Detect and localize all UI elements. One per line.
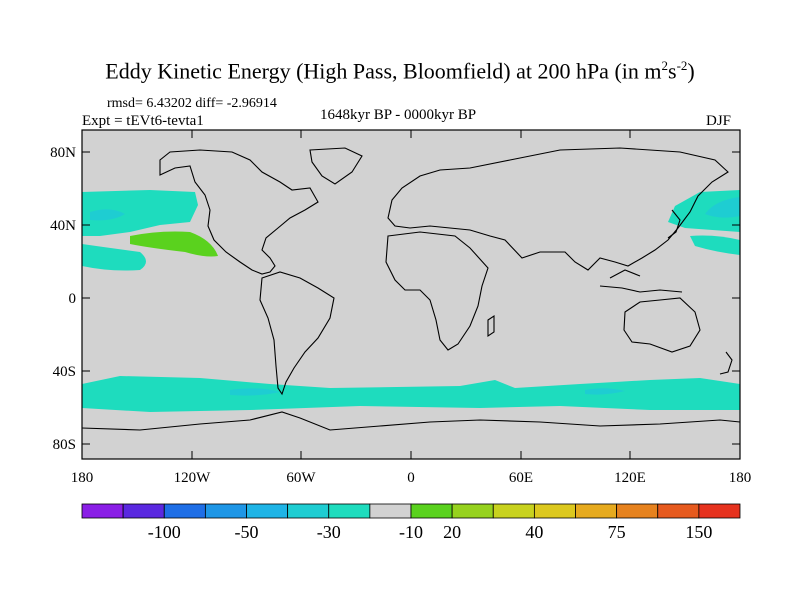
coast-new-zealand [719, 351, 733, 375]
colorbar-label: 150 [685, 522, 712, 542]
coast-japan [667, 209, 681, 239]
north-pacific-band-west [668, 190, 740, 232]
x-label-180e: 180 [729, 470, 752, 486]
coast-australia [623, 297, 701, 353]
experiment-label: Expt = tEVt6-tevta1 [82, 113, 204, 129]
period-label: 1648kyr BP - 0000kyr BP [320, 107, 477, 123]
x-label-60e: 60E [509, 470, 533, 486]
colorbar-box [616, 503, 659, 519]
colorbar-label: 75 [608, 522, 626, 542]
colorbar-box [369, 503, 412, 519]
colorbar-box [122, 503, 165, 519]
west-pacific-lower-band [690, 235, 740, 255]
y-label-80n: 80N [50, 145, 76, 161]
north-pacific-tongue [82, 244, 146, 271]
southern-ocean-core-2 [585, 388, 625, 395]
x-label-120e: 120E [614, 470, 646, 486]
coast-indonesia [599, 269, 683, 293]
coast-greenland [309, 147, 363, 185]
x-label-60w: 60W [286, 470, 316, 486]
colorbar-label: 40 [525, 522, 543, 542]
y-label-40s: 40S [53, 364, 76, 380]
y-label-0: 0 [69, 291, 77, 307]
colorbar-box [533, 503, 576, 519]
stats-text: rmsd= 6.43202 diff= -2.96914 [107, 96, 277, 111]
colorbar-box [246, 503, 289, 519]
colorbar-label: -30 [317, 522, 341, 542]
positive-anomaly-patch [130, 231, 218, 257]
colorbar-box [657, 503, 700, 519]
x-label-180w: 180 [71, 470, 94, 486]
coast-madagascar [487, 314, 495, 338]
coast-antarctica [82, 411, 740, 431]
y-label-40n: 40N [50, 218, 76, 234]
coastlines [82, 147, 740, 431]
season-label: DJF [706, 113, 732, 129]
plot-title: Eddy Kinetic Energy (High Pass, Bloomfie… [105, 58, 695, 84]
southern-ocean-band [82, 376, 740, 412]
coast-south-america [259, 271, 335, 396]
colorbar-label: -50 [235, 522, 259, 542]
colorbar-labels: -100 -50 -30 -10 20 40 75 150 [148, 522, 713, 542]
colorbar-box [81, 503, 124, 519]
coast-north-america [159, 149, 319, 275]
coast-africa [385, 231, 489, 351]
colorbar-box [287, 503, 330, 519]
y-label-80s: 80S [53, 437, 76, 453]
x-label-120w: 120W [174, 470, 212, 486]
colorbar-box [451, 503, 494, 519]
anomaly-fields [82, 190, 740, 412]
north-pacific-core-west [705, 197, 740, 218]
north-pacific-core-east [90, 209, 125, 221]
colorbar-box [492, 503, 535, 519]
colorbar-box [204, 503, 247, 519]
colorbar-box [575, 503, 618, 519]
x-label-0: 0 [407, 470, 415, 486]
colorbar-label: -100 [148, 522, 181, 542]
colorbar-label: -10 [399, 522, 423, 542]
colorbar-box [163, 503, 206, 519]
colorbar-box [698, 503, 741, 519]
southern-ocean-core-1 [230, 388, 280, 396]
colorbar [81, 503, 741, 519]
coast-europe-asia [387, 147, 729, 271]
axis-ticks [81, 130, 741, 459]
north-pacific-band-east [82, 190, 198, 236]
colorbar-box [328, 503, 371, 519]
colorbar-box [410, 503, 453, 519]
colorbar-label: 20 [443, 522, 461, 542]
